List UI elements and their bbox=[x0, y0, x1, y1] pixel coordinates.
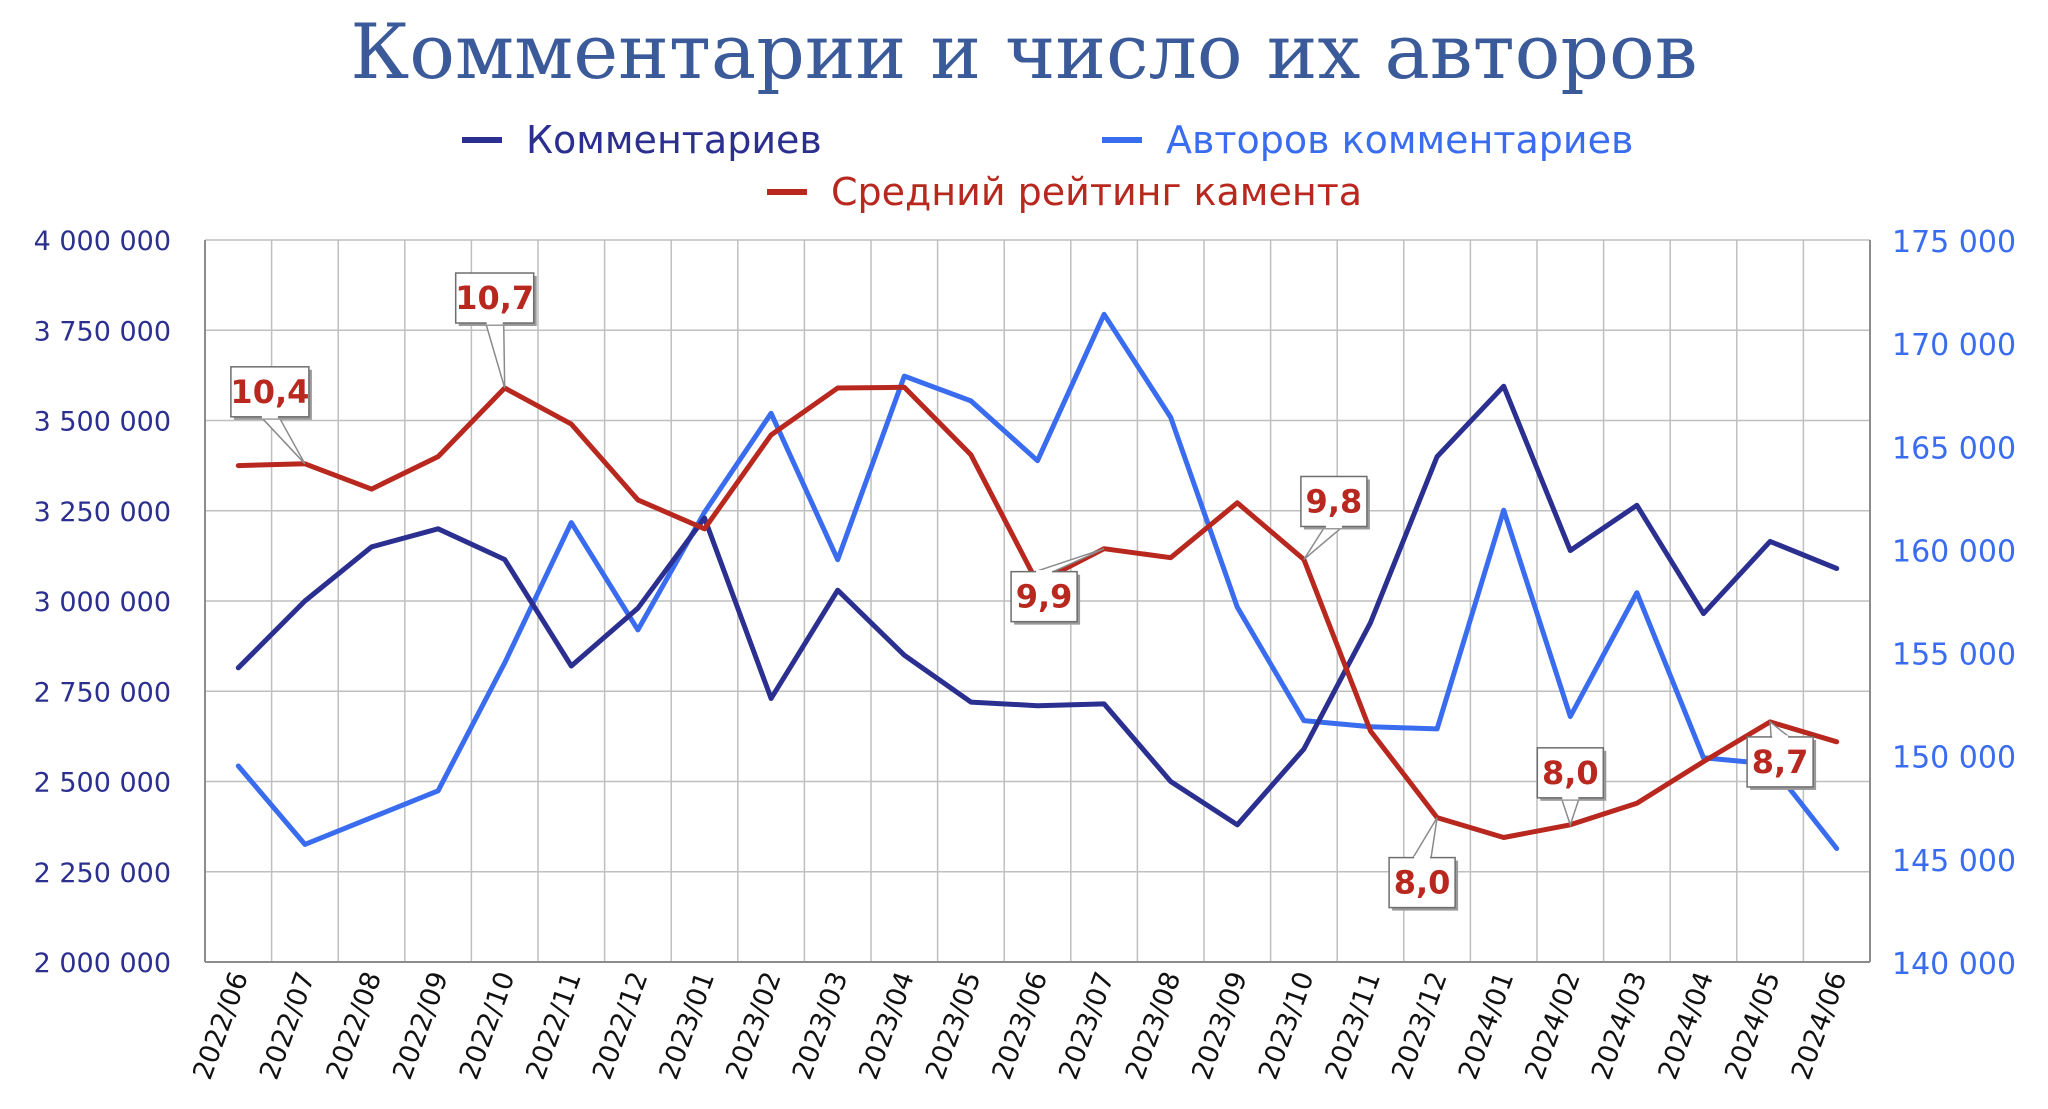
callout-label: 9,8 bbox=[1306, 482, 1363, 520]
y-left-tick-label: 3 500 000 bbox=[34, 407, 171, 438]
x-tick-label: 2024/01 bbox=[1453, 968, 1520, 1084]
callout-pointer bbox=[484, 322, 506, 389]
x-tick-label: 2024/05 bbox=[1719, 968, 1786, 1084]
x-tick-label: 2023/11 bbox=[1320, 968, 1387, 1084]
x-tick-label: 2023/02 bbox=[720, 968, 787, 1084]
x-tick-label: 2022/07 bbox=[254, 968, 321, 1084]
callout-label: 8,7 bbox=[1752, 743, 1809, 781]
y-left-tick-label: 2 250 000 bbox=[34, 858, 171, 889]
rating-callout: 10,4 bbox=[230, 366, 312, 465]
x-tick-label: 2022/09 bbox=[387, 968, 454, 1084]
series-line-authors bbox=[235, 311, 1840, 851]
callout-label: 8,0 bbox=[1394, 864, 1451, 902]
y-left-tick-label: 2 500 000 bbox=[34, 768, 171, 799]
chart-title: Комментарии и число их авторов bbox=[350, 7, 1697, 96]
rating-callout: 8,0 bbox=[1536, 747, 1607, 828]
y-right-tick-label: 170 000 bbox=[1892, 328, 2016, 363]
y-left-tick-label: 3 250 000 bbox=[34, 497, 171, 528]
callout-label: 10,7 bbox=[455, 279, 534, 317]
left-axis: 2 000 000 2 250 000 2 500 000 2 750 000 3 00… bbox=[34, 226, 171, 979]
rating-callout: 8,7 bbox=[1746, 720, 1817, 790]
x-tick-label: 2024/02 bbox=[1519, 968, 1586, 1084]
x-tick-label: 2023/08 bbox=[1120, 968, 1187, 1084]
y-right-tick-label: 165 000 bbox=[1892, 431, 2016, 466]
y-left-tick-label: 2 750 000 bbox=[34, 677, 171, 708]
x-tick-label: 2023/09 bbox=[1186, 968, 1253, 1084]
legend-item-comments: Комментариев bbox=[462, 118, 822, 162]
x-tick-label: 2022/06 bbox=[187, 968, 254, 1084]
x-tick-label: 2023/03 bbox=[787, 968, 854, 1084]
legend-label-authors: Авторов комментариев bbox=[1166, 118, 1633, 162]
callout-box bbox=[454, 272, 535, 324]
y-right-tick-label: 160 000 bbox=[1892, 534, 2016, 569]
legend-label-comments: Комментариев bbox=[526, 118, 822, 162]
x-tick-label: 2023/04 bbox=[853, 968, 920, 1084]
right-axis: 140 000 145 000 150 000 155 000 160 000 165 0… bbox=[1892, 225, 2016, 982]
x-tick-label: 2023/06 bbox=[987, 968, 1054, 1084]
x-tick-label: 2022/10 bbox=[454, 968, 521, 1084]
y-right-tick-label: 140 000 bbox=[1892, 947, 2016, 982]
x-tick-label: 2023/12 bbox=[1386, 968, 1453, 1084]
y-right-tick-label: 145 000 bbox=[1892, 844, 2016, 879]
callout-box bbox=[1536, 747, 1605, 799]
x-tick-label: 2024/06 bbox=[1786, 968, 1853, 1084]
callout-label: 8,0 bbox=[1542, 754, 1599, 792]
y-left-tick-label: 4 000 000 bbox=[34, 226, 171, 257]
legend-item-rating: Средний рейтинг камента bbox=[767, 170, 1362, 214]
x-tick-label: 2023/01 bbox=[654, 968, 721, 1084]
x-tick-label: 2022/11 bbox=[520, 968, 587, 1084]
x-tick-label: 2022/12 bbox=[587, 968, 654, 1084]
y-left-tick-label: 3 000 000 bbox=[34, 587, 171, 618]
x-tick-label: 2023/10 bbox=[1253, 968, 1320, 1084]
legend-item-authors: Авторов комментариев bbox=[1102, 118, 1633, 162]
callouts: 10,4 10,7 9,9 9,8 8,0 8,0 8,7 bbox=[230, 272, 1817, 911]
rating-callout: 8,0 bbox=[1388, 817, 1459, 911]
y-right-tick-label: 150 000 bbox=[1892, 741, 2016, 776]
legend-label-rating: Средний рейтинг камента bbox=[831, 170, 1362, 214]
series-line-comments bbox=[235, 383, 1840, 828]
rating-callout: 9,9 bbox=[1010, 547, 1105, 625]
y-left-tick-label: 2 000 000 bbox=[34, 948, 171, 979]
x-tick-label: 2022/08 bbox=[321, 968, 388, 1084]
callout-box bbox=[1010, 570, 1078, 623]
x-tick-label: 2024/04 bbox=[1653, 968, 1720, 1084]
x-tick-label: 2023/07 bbox=[1053, 968, 1120, 1084]
callout-label: 9,9 bbox=[1016, 578, 1073, 616]
y-right-tick-label: 175 000 bbox=[1892, 225, 2016, 260]
x-tick-label: 2023/05 bbox=[920, 968, 987, 1084]
rating-callout: 9,8 bbox=[1300, 475, 1370, 561]
y-left-tick-label: 3 750 000 bbox=[34, 316, 171, 347]
callout-box bbox=[230, 366, 310, 418]
rating-callout: 10,7 bbox=[454, 272, 537, 389]
callout-pointer bbox=[1411, 817, 1438, 859]
x-axis: 2022/06 2022/07 2022/08 2022/09 2022/10 2022/… bbox=[187, 968, 1853, 1084]
grid bbox=[204, 239, 1871, 963]
x-tick-label: 2024/03 bbox=[1586, 968, 1653, 1084]
y-right-tick-label: 155 000 bbox=[1892, 638, 2016, 673]
callout-label: 10,4 bbox=[230, 373, 309, 411]
callout-pointer bbox=[259, 416, 306, 465]
legend: Комментариев Авторов комментариев Средни… bbox=[462, 118, 1633, 214]
